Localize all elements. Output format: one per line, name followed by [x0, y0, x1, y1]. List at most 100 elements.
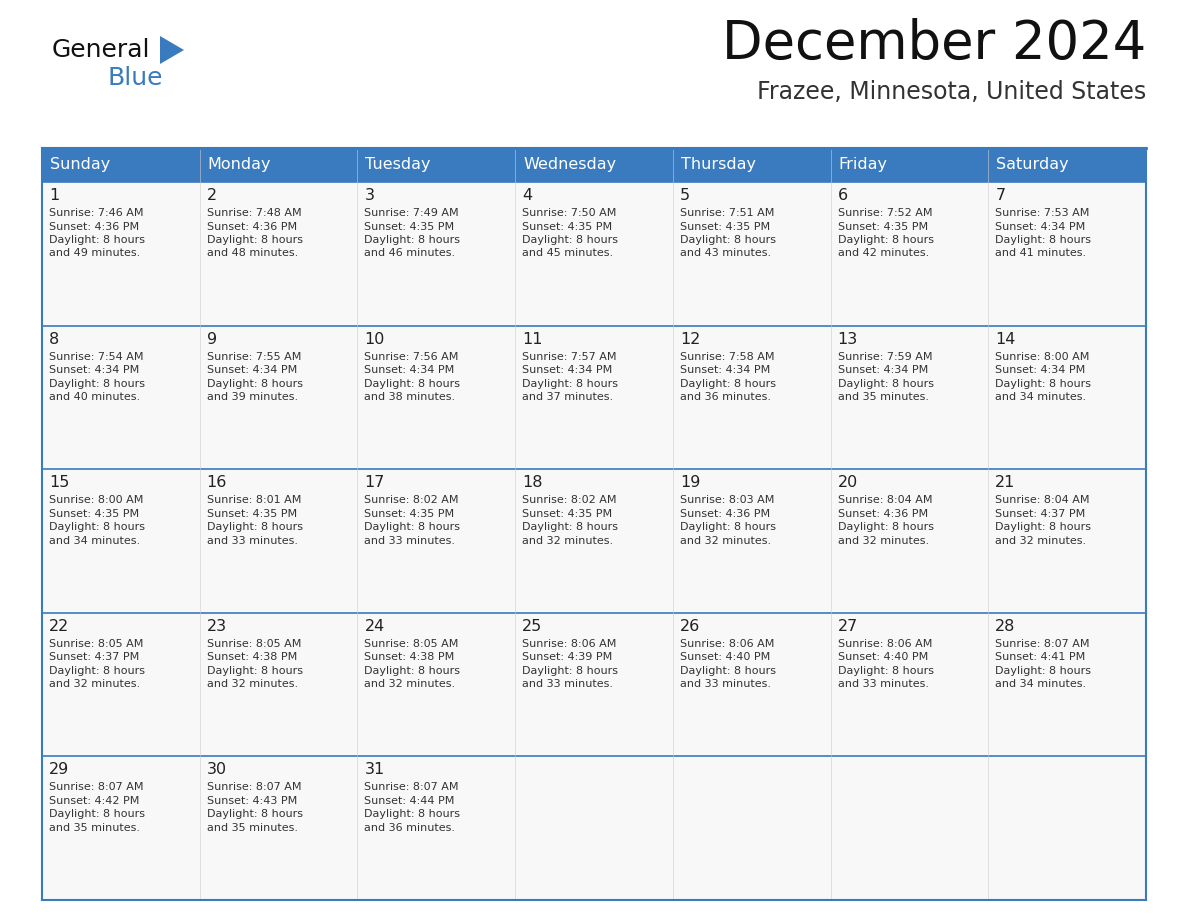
- Text: Sunset: 4:36 PM: Sunset: 4:36 PM: [207, 221, 297, 231]
- Text: 25: 25: [523, 619, 543, 633]
- Text: Daylight: 8 hours: Daylight: 8 hours: [207, 378, 303, 388]
- Text: 6: 6: [838, 188, 848, 203]
- Text: Saturday: Saturday: [997, 158, 1069, 173]
- Text: Sunrise: 7:57 AM: Sunrise: 7:57 AM: [523, 352, 617, 362]
- Text: and 32 minutes.: and 32 minutes.: [523, 536, 613, 545]
- Text: 30: 30: [207, 763, 227, 778]
- Bar: [42, 148, 200, 182]
- Text: and 34 minutes.: and 34 minutes.: [49, 536, 140, 545]
- Text: Sunrise: 7:54 AM: Sunrise: 7:54 AM: [49, 352, 144, 362]
- Bar: [988, 148, 1146, 182]
- Text: and 37 minutes.: and 37 minutes.: [523, 392, 613, 402]
- Text: Sunrise: 7:56 AM: Sunrise: 7:56 AM: [365, 352, 459, 362]
- Text: Daylight: 8 hours: Daylight: 8 hours: [838, 235, 934, 245]
- Text: Sunrise: 7:49 AM: Sunrise: 7:49 AM: [365, 208, 459, 218]
- Text: Sunset: 4:40 PM: Sunset: 4:40 PM: [680, 653, 770, 662]
- Text: Sunrise: 8:01 AM: Sunrise: 8:01 AM: [207, 495, 301, 505]
- Text: Sunrise: 8:02 AM: Sunrise: 8:02 AM: [523, 495, 617, 505]
- Text: Sunrise: 8:07 AM: Sunrise: 8:07 AM: [365, 782, 459, 792]
- Text: 17: 17: [365, 476, 385, 490]
- Text: Sunrise: 7:59 AM: Sunrise: 7:59 AM: [838, 352, 933, 362]
- Text: Daylight: 8 hours: Daylight: 8 hours: [365, 810, 461, 820]
- Text: Sunrise: 8:06 AM: Sunrise: 8:06 AM: [680, 639, 775, 649]
- Text: and 42 minutes.: and 42 minutes.: [838, 249, 929, 259]
- Text: and 34 minutes.: and 34 minutes.: [996, 392, 1086, 402]
- Text: Sunset: 4:34 PM: Sunset: 4:34 PM: [365, 365, 455, 375]
- Bar: [42, 182, 1146, 900]
- Text: Monday: Monday: [208, 158, 271, 173]
- Text: Sunrise: 8:04 AM: Sunrise: 8:04 AM: [838, 495, 933, 505]
- Text: and 35 minutes.: and 35 minutes.: [207, 823, 298, 833]
- Text: Daylight: 8 hours: Daylight: 8 hours: [365, 666, 461, 676]
- Text: Sunset: 4:35 PM: Sunset: 4:35 PM: [207, 509, 297, 519]
- Text: Daylight: 8 hours: Daylight: 8 hours: [680, 522, 776, 532]
- Text: Daylight: 8 hours: Daylight: 8 hours: [680, 666, 776, 676]
- Text: 15: 15: [49, 476, 69, 490]
- Text: Sunrise: 7:48 AM: Sunrise: 7:48 AM: [207, 208, 302, 218]
- Text: Sunset: 4:36 PM: Sunset: 4:36 PM: [838, 509, 928, 519]
- Text: and 40 minutes.: and 40 minutes.: [49, 392, 140, 402]
- Text: Daylight: 8 hours: Daylight: 8 hours: [365, 522, 461, 532]
- Text: Sunset: 4:34 PM: Sunset: 4:34 PM: [680, 365, 770, 375]
- Text: Sunrise: 8:05 AM: Sunrise: 8:05 AM: [365, 639, 459, 649]
- Text: and 32 minutes.: and 32 minutes.: [207, 679, 298, 689]
- Text: Sunset: 4:35 PM: Sunset: 4:35 PM: [49, 509, 139, 519]
- Text: Daylight: 8 hours: Daylight: 8 hours: [996, 522, 1092, 532]
- Text: Daylight: 8 hours: Daylight: 8 hours: [365, 378, 461, 388]
- Text: 4: 4: [523, 188, 532, 203]
- Text: and 33 minutes.: and 33 minutes.: [523, 679, 613, 689]
- Polygon shape: [160, 36, 184, 64]
- Text: Sunset: 4:38 PM: Sunset: 4:38 PM: [365, 653, 455, 662]
- Text: Sunset: 4:34 PM: Sunset: 4:34 PM: [996, 221, 1086, 231]
- Text: and 32 minutes.: and 32 minutes.: [680, 536, 771, 545]
- Text: Sunset: 4:35 PM: Sunset: 4:35 PM: [838, 221, 928, 231]
- Text: Daylight: 8 hours: Daylight: 8 hours: [680, 378, 776, 388]
- Text: 3: 3: [365, 188, 374, 203]
- Text: Daylight: 8 hours: Daylight: 8 hours: [996, 378, 1092, 388]
- Text: and 36 minutes.: and 36 minutes.: [680, 392, 771, 402]
- Text: Daylight: 8 hours: Daylight: 8 hours: [838, 378, 934, 388]
- Text: Sunset: 4:35 PM: Sunset: 4:35 PM: [680, 221, 770, 231]
- Text: General: General: [52, 38, 151, 62]
- Text: Daylight: 8 hours: Daylight: 8 hours: [207, 666, 303, 676]
- Text: Sunrise: 8:06 AM: Sunrise: 8:06 AM: [523, 639, 617, 649]
- Text: Sunrise: 8:03 AM: Sunrise: 8:03 AM: [680, 495, 775, 505]
- Text: Sunset: 4:35 PM: Sunset: 4:35 PM: [365, 509, 455, 519]
- Text: Sunrise: 7:55 AM: Sunrise: 7:55 AM: [207, 352, 301, 362]
- Text: Sunset: 4:43 PM: Sunset: 4:43 PM: [207, 796, 297, 806]
- Text: Blue: Blue: [107, 66, 163, 90]
- Text: 21: 21: [996, 476, 1016, 490]
- Text: and 45 minutes.: and 45 minutes.: [523, 249, 613, 259]
- Text: and 49 minutes.: and 49 minutes.: [49, 249, 140, 259]
- Text: and 48 minutes.: and 48 minutes.: [207, 249, 298, 259]
- Text: Sunrise: 8:07 AM: Sunrise: 8:07 AM: [49, 782, 144, 792]
- Text: Sunset: 4:34 PM: Sunset: 4:34 PM: [996, 365, 1086, 375]
- Text: Sunset: 4:39 PM: Sunset: 4:39 PM: [523, 653, 612, 662]
- Text: Frazee, Minnesota, United States: Frazee, Minnesota, United States: [757, 80, 1146, 104]
- Text: 13: 13: [838, 331, 858, 347]
- Bar: [830, 148, 988, 182]
- Text: Friday: Friday: [839, 158, 887, 173]
- Text: Daylight: 8 hours: Daylight: 8 hours: [523, 666, 618, 676]
- Text: Sunset: 4:35 PM: Sunset: 4:35 PM: [523, 221, 612, 231]
- Text: Sunrise: 7:51 AM: Sunrise: 7:51 AM: [680, 208, 775, 218]
- Text: and 35 minutes.: and 35 minutes.: [49, 823, 140, 833]
- Text: Sunset: 4:34 PM: Sunset: 4:34 PM: [523, 365, 612, 375]
- Text: Sunset: 4:34 PM: Sunset: 4:34 PM: [838, 365, 928, 375]
- Text: Sunset: 4:36 PM: Sunset: 4:36 PM: [49, 221, 139, 231]
- Text: 16: 16: [207, 476, 227, 490]
- Text: Sunrise: 8:07 AM: Sunrise: 8:07 AM: [207, 782, 302, 792]
- Text: Sunrise: 8:00 AM: Sunrise: 8:00 AM: [49, 495, 144, 505]
- Text: Daylight: 8 hours: Daylight: 8 hours: [207, 522, 303, 532]
- Text: Daylight: 8 hours: Daylight: 8 hours: [207, 810, 303, 820]
- Text: Sunrise: 8:05 AM: Sunrise: 8:05 AM: [207, 639, 301, 649]
- Text: 31: 31: [365, 763, 385, 778]
- Text: Thursday: Thursday: [681, 158, 756, 173]
- Text: 5: 5: [680, 188, 690, 203]
- Text: Daylight: 8 hours: Daylight: 8 hours: [680, 235, 776, 245]
- Text: and 32 minutes.: and 32 minutes.: [49, 679, 140, 689]
- Text: 14: 14: [996, 331, 1016, 347]
- Text: Sunrise: 8:02 AM: Sunrise: 8:02 AM: [365, 495, 459, 505]
- Text: Sunrise: 7:53 AM: Sunrise: 7:53 AM: [996, 208, 1089, 218]
- Text: Daylight: 8 hours: Daylight: 8 hours: [523, 378, 618, 388]
